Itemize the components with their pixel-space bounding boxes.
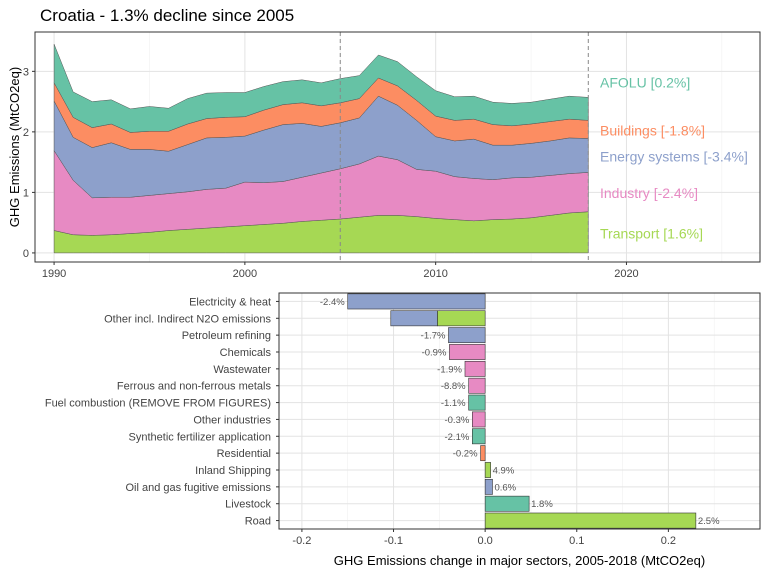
category-label: Residential: [217, 448, 271, 460]
x-tick-label: 0.0: [477, 535, 492, 547]
category-label: Electricity & heat: [189, 296, 271, 308]
bar: [484, 512, 697, 529]
bar: [448, 327, 486, 344]
x-tick-label: 1990: [42, 268, 66, 280]
plot-border: [278, 292, 761, 530]
y-tick-label: 1: [23, 187, 29, 199]
y-axis-title: GHG Emissions (MtCO2eq): [7, 67, 22, 227]
bar-value-label: -0.2%: [453, 449, 478, 460]
category-label: Livestock: [225, 499, 271, 511]
bar-value-label: 4.9%: [493, 466, 515, 477]
bar-value-label: -1.7%: [421, 331, 446, 342]
category-label: Other industries: [193, 414, 271, 426]
bar-chart: -2.4% Electricity & heat Other incl. Indir…: [45, 292, 761, 568]
bar: [472, 411, 486, 428]
category-label: Other incl. Indirect N2O emissions: [104, 313, 271, 325]
plot-background: [279, 293, 760, 529]
bar-value-label: 0.6%: [494, 482, 516, 493]
bar-value-label: -0.3%: [444, 415, 469, 426]
bar: [484, 478, 493, 495]
x-axis-title: GHG Emissions change in major sectors, 2…: [334, 553, 705, 568]
series-label: AFOLU [0.2%]: [600, 74, 690, 90]
bar-value-label: -2.1%: [444, 432, 469, 443]
bar-value-label: -1.1%: [441, 398, 466, 409]
bar: [468, 394, 486, 411]
category-label: Road: [245, 516, 271, 528]
category-label: Wastewater: [213, 364, 271, 376]
bar: [449, 344, 486, 360]
category-label: Inland Shipping: [195, 465, 271, 477]
series-label: Energy systems [-3.4%]: [600, 148, 748, 164]
bar: [484, 495, 530, 512]
category-label: Petroleum refining: [182, 330, 271, 342]
x-tick-label: 2000: [233, 268, 257, 280]
bar-value-label: 1.8%: [531, 499, 553, 510]
bar: [464, 360, 486, 377]
series-label: Transport [1.6%]: [600, 225, 703, 241]
series-label: Buildings [-1.8%]: [600, 122, 705, 138]
plot-border: [34, 31, 761, 263]
category-label: Ferrous and non-ferrous metals: [117, 381, 272, 393]
x-tick-label: 0.1: [569, 535, 584, 547]
category-label: Fuel combustion (REMOVE FROM FIGURES): [45, 398, 271, 410]
bar: [480, 445, 486, 462]
y-tick-label: 2: [23, 127, 29, 139]
x-tick-label: 2020: [614, 268, 638, 280]
bar: [347, 293, 486, 310]
bar-value-label: -2.4%: [320, 297, 345, 308]
category-label: Synthetic fertilizer application: [129, 431, 271, 443]
x-tick-label: -0.1: [384, 535, 403, 547]
bar-segment: [437, 310, 486, 327]
bar: [472, 428, 486, 445]
bar-value-label: -1.9%: [437, 364, 462, 375]
bar-value-label: -8.8%: [441, 381, 466, 392]
area-chart: Transport [1.6%] Industry [-2.4%] Energy s…: [7, 31, 761, 280]
bar: [468, 377, 486, 394]
y-tick-label: 3: [23, 66, 29, 78]
series-label: Industry [-2.4%]: [600, 185, 698, 201]
bar-segment: [390, 310, 438, 327]
x-tick-label: 0.2: [661, 535, 676, 547]
x-tick-label: -0.2: [292, 535, 311, 547]
category-label: Oil and gas fugitive emissions: [125, 482, 271, 494]
x-tick-label: 2010: [423, 268, 447, 280]
category-label: Chemicals: [220, 347, 272, 359]
chart-title: Croatia - 1.3% decline since 2005: [40, 6, 295, 25]
bar: [484, 462, 491, 478]
area-afolu: [53, 44, 589, 133]
bar-value-label: -0.9%: [422, 348, 447, 359]
y-tick-label: 0: [23, 248, 29, 260]
bar-value-label: 2.5%: [698, 516, 720, 527]
